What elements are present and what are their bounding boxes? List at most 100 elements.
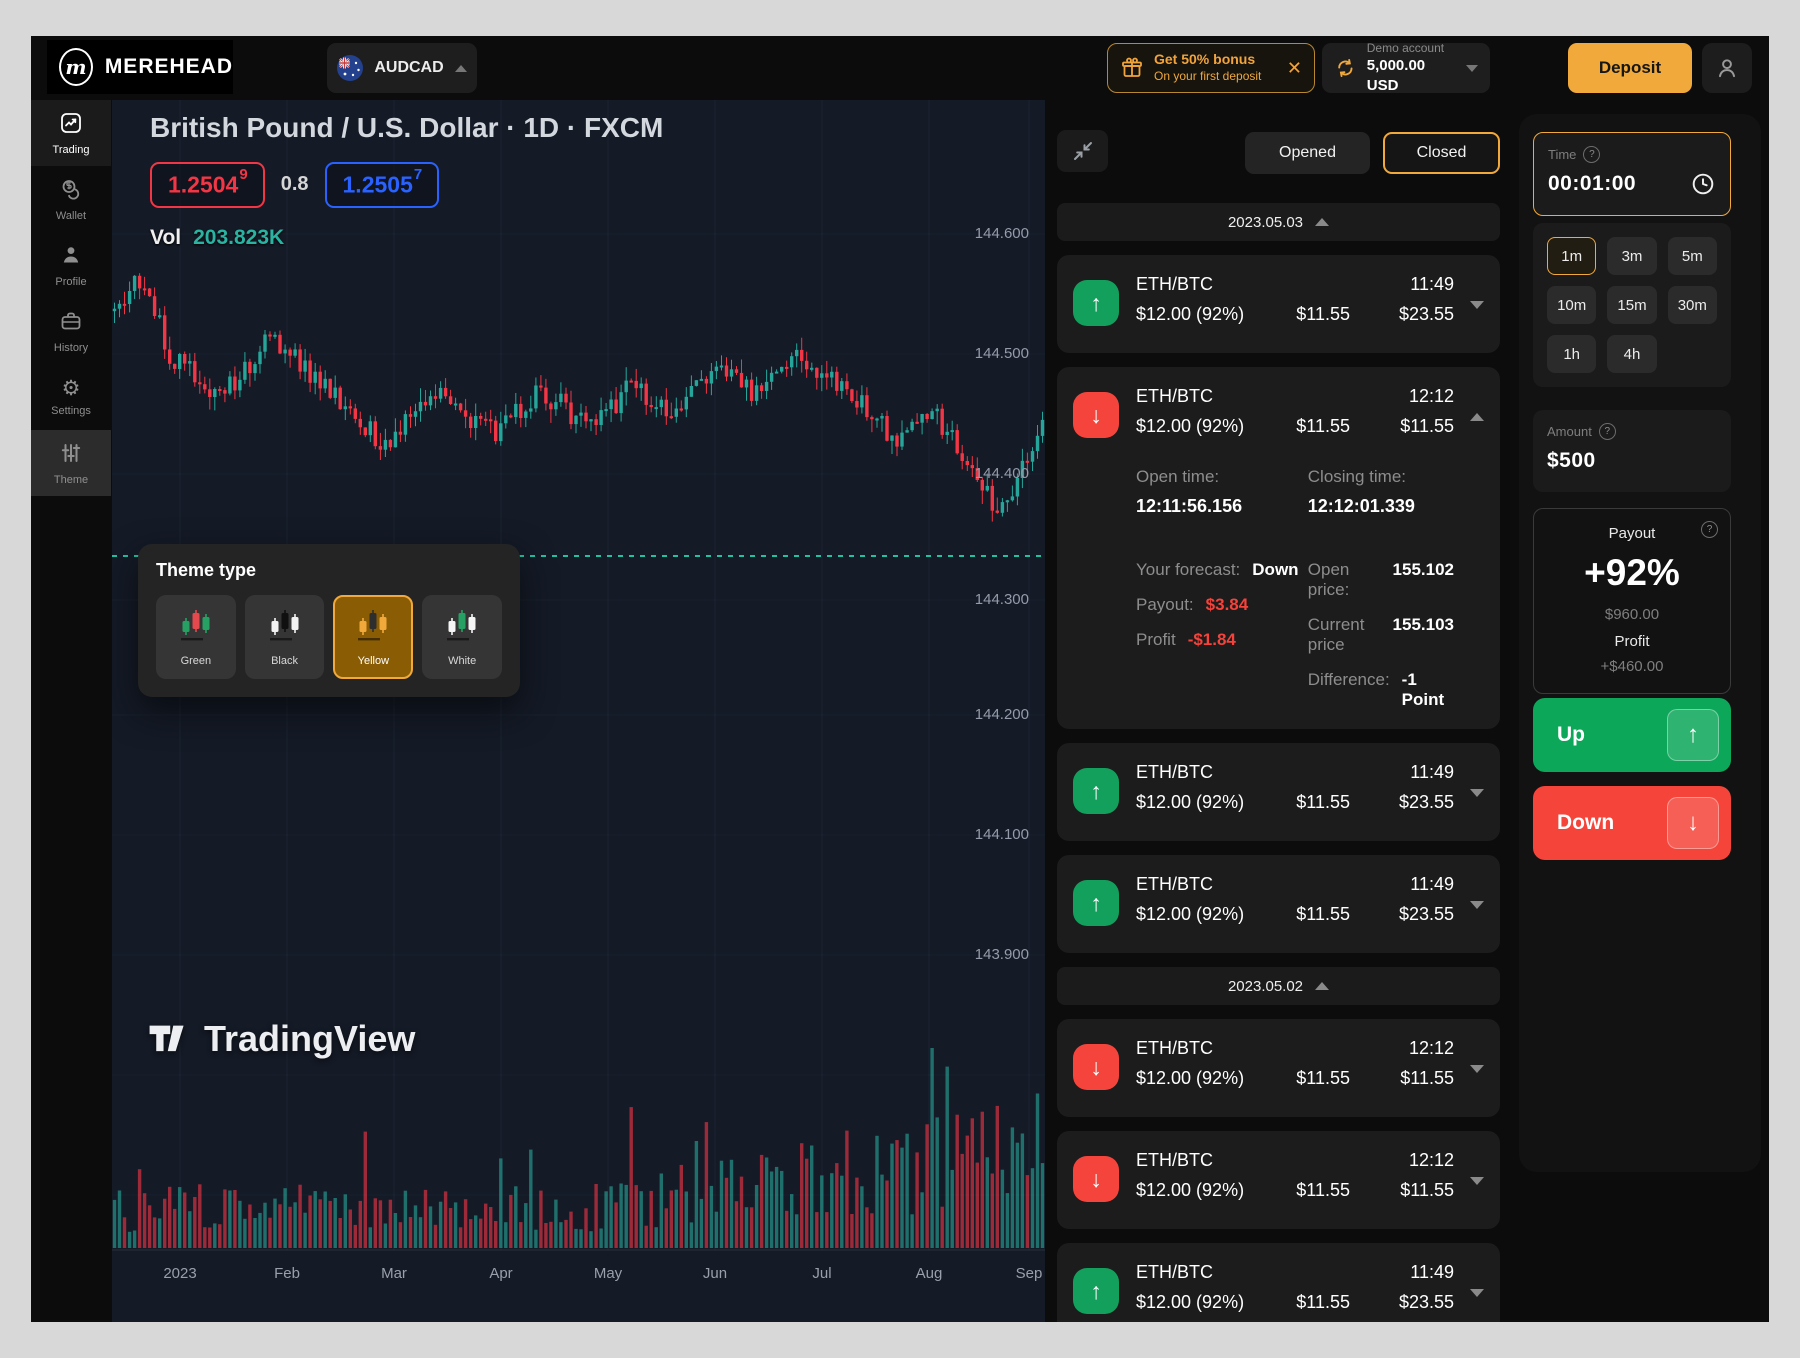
amount-value: $500 [1547, 449, 1596, 472]
preset-4h[interactable]: 4h [1607, 335, 1657, 373]
trade-result-value: $23.55 [1398, 792, 1454, 812]
trade-mid-value: $11.55 [1296, 792, 1350, 812]
chevron-down-icon[interactable] [1470, 1177, 1484, 1185]
chevron-down-icon[interactable] [1470, 1289, 1484, 1297]
chevron-down-icon[interactable] [1470, 789, 1484, 797]
trade-result-value: $23.55 [1398, 304, 1454, 324]
trade-mid-value: $11.55 [1296, 1180, 1350, 1200]
trade-row-top: ETH/BTC 11:49 [1136, 874, 1454, 895]
theme-option-label: Yellow [357, 655, 390, 667]
trading-icon [59, 111, 83, 138]
account-select[interactable]: Demo account 5,000.00 USD [1322, 41, 1490, 94]
preset-3m[interactable]: 3m [1607, 237, 1657, 275]
sidebar-item-settings[interactable]: ⚙ Settings [31, 364, 111, 430]
date-group-header[interactable]: 2023.05.02 [1057, 967, 1500, 1005]
theme-option-yellow[interactable]: Yellow [333, 595, 414, 679]
current-price-row: Current price 155.103 [1308, 615, 1454, 655]
amount-field[interactable]: Amount ? $500 [1533, 410, 1731, 492]
time-label: Time [1548, 147, 1577, 162]
chevron-up-icon[interactable] [1470, 413, 1484, 421]
chart-canvas[interactable] [112, 100, 1045, 1322]
preset-15m[interactable]: 15m [1607, 286, 1657, 324]
trade-pair: ETH/BTC [1136, 874, 1214, 894]
close-icon[interactable]: ✕ [1286, 58, 1302, 78]
tab-closed[interactable]: Closed [1383, 132, 1500, 174]
theme-option-label: Black [271, 655, 298, 667]
sidebar-item-wallet[interactable]: Wallet [31, 166, 111, 232]
trade-row-bottom: $12.00 (92%) $11.55 $11.55 [1136, 1180, 1454, 1201]
quote-badges: 1.25049 0.8 1.25057 [150, 162, 440, 208]
preset-5m[interactable]: 5m [1667, 237, 1717, 275]
ask-price-badge[interactable]: 1.25057 [324, 162, 440, 208]
merehead-logo-icon: m [59, 48, 93, 86]
trade-card-main: ETH/BTC 11:49 $12.00 (92%) $11.55 $23.55 [1136, 1262, 1454, 1322]
payout-amount: $960.00 [1604, 606, 1660, 623]
trade-card[interactable]: ↑ ETH/BTC 11:49 $12.00 (92%) $11.55 $23.55 [1057, 1243, 1500, 1322]
trade-pair: ETH/BTC [1136, 1262, 1214, 1282]
x-axis-label: Jul [812, 1265, 832, 1282]
trade-result-value: $11.55 [1400, 1068, 1454, 1088]
sidebar-item-profile[interactable]: Profile [31, 232, 111, 298]
chevron-down-icon[interactable] [1470, 1065, 1484, 1073]
trade-card[interactable]: ↑ ETH/BTC 11:49 $12.00 (92%) $11.55 $23.55 [1057, 255, 1500, 353]
payout-label: Payout [1608, 525, 1656, 542]
trade-card[interactable]: ↓ ETH/BTC 12:12 $12.00 (92%) $11.55 $11.55 Ope… [1057, 367, 1500, 729]
help-icon[interactable]: ? [1583, 146, 1601, 163]
app-window: m MEREHEAD AUDCAD [31, 36, 1769, 1322]
trade-row-top: ETH/BTC 12:12 [1136, 386, 1454, 407]
trade-card[interactable]: ↑ ETH/BTC 11:49 $12.00 (92%) $11.55 $23.55 [1057, 855, 1500, 953]
sidebar-item-history[interactable]: History [31, 298, 111, 364]
theme-option-white[interactable]: White [422, 595, 503, 679]
theme-icon [59, 441, 83, 468]
clock-icon[interactable] [1690, 171, 1716, 197]
volume-label: Vol [150, 226, 182, 249]
collapse-panel-button[interactable] [1057, 130, 1108, 172]
y-axis-label: 144.100 [974, 826, 1029, 843]
trade-stake: $12.00 (92%) [1136, 1180, 1245, 1200]
profile-avatar-button[interactable] [1702, 43, 1752, 93]
trade-row-bottom: $12.00 (92%) $11.55 $11.55 [1136, 1068, 1454, 1089]
preset-1m[interactable]: 1m [1547, 237, 1597, 275]
theme-option-black[interactable]: Black [244, 595, 325, 679]
trade-row-bottom: $12.00 (92%) $11.55 $23.55 [1136, 904, 1454, 925]
payout-label: Payout: [1136, 595, 1194, 614]
chevron-down-icon[interactable] [1470, 901, 1484, 909]
trade-card-main: ETH/BTC 12:12 $12.00 (92%) $11.55 $11.55 [1136, 1150, 1454, 1210]
trade-card[interactable]: ↓ ETH/BTC 12:12 $12.00 (92%) $11.55 $11.55 [1057, 1019, 1500, 1117]
sidebar-item-trading[interactable]: Trading [31, 100, 111, 166]
profit-label: Profit [1614, 633, 1650, 650]
chevron-down-icon [1466, 64, 1478, 72]
help-icon[interactable]: ? [1701, 521, 1718, 538]
chevron-down-icon[interactable] [1470, 301, 1484, 309]
help-icon[interactable]: ? [1598, 423, 1616, 440]
trade-details: Open time: 12:11:56.156 Your forecast: Down… [1136, 467, 1454, 710]
pair-select[interactable]: AUDCAD [327, 43, 477, 93]
trade-result-value: $23.55 [1398, 1292, 1454, 1312]
trade-card-main: ETH/BTC 12:12 $12.00 (92%) $11.55 $11.55 [1136, 1038, 1454, 1098]
sidebar: Trading Wallet Profile History ⚙ Settings Them… [31, 100, 111, 1322]
bonus-banner[interactable]: Get 50% bonus On your first deposit ✕ [1107, 43, 1315, 93]
candles-yellow-icon [350, 607, 396, 650]
theme-option-green[interactable]: Green [156, 595, 236, 679]
tab-opened[interactable]: Opened [1245, 132, 1370, 174]
sidebar-item-label: Trading [52, 143, 90, 156]
sidebar-item-theme[interactable]: Theme [31, 430, 111, 496]
trade-time: 12:12 [1408, 1150, 1454, 1170]
up-button[interactable]: Up ↑ [1533, 698, 1731, 772]
y-axis-label: 144.500 [974, 345, 1029, 362]
trade-card[interactable]: ↑ ETH/BTC 11:49 $12.00 (92%) $11.55 $23.55 [1057, 743, 1500, 841]
person-icon [1718, 59, 1736, 78]
preset-30m[interactable]: 30m [1667, 286, 1717, 324]
direction-up-icon: ↑ [1073, 880, 1119, 926]
bid-price-badge[interactable]: 1.25049 [150, 162, 265, 208]
trade-result-value: $11.55 [1400, 416, 1454, 436]
y-axis-label: 144.200 [974, 706, 1029, 723]
preset-1h[interactable]: 1h [1547, 335, 1597, 373]
open-time-label: Open time: [1136, 467, 1220, 486]
preset-10m[interactable]: 10m [1547, 286, 1597, 324]
deposit-button[interactable]: Deposit [1568, 43, 1692, 93]
trade-card[interactable]: ↓ ETH/BTC 12:12 $12.00 (92%) $11.55 $11.55 [1057, 1131, 1500, 1229]
date-group-header[interactable]: 2023.05.03 [1057, 203, 1500, 241]
down-button[interactable]: Down ↓ [1533, 786, 1731, 860]
time-field[interactable]: Time ? 00:01:00 [1533, 132, 1731, 216]
